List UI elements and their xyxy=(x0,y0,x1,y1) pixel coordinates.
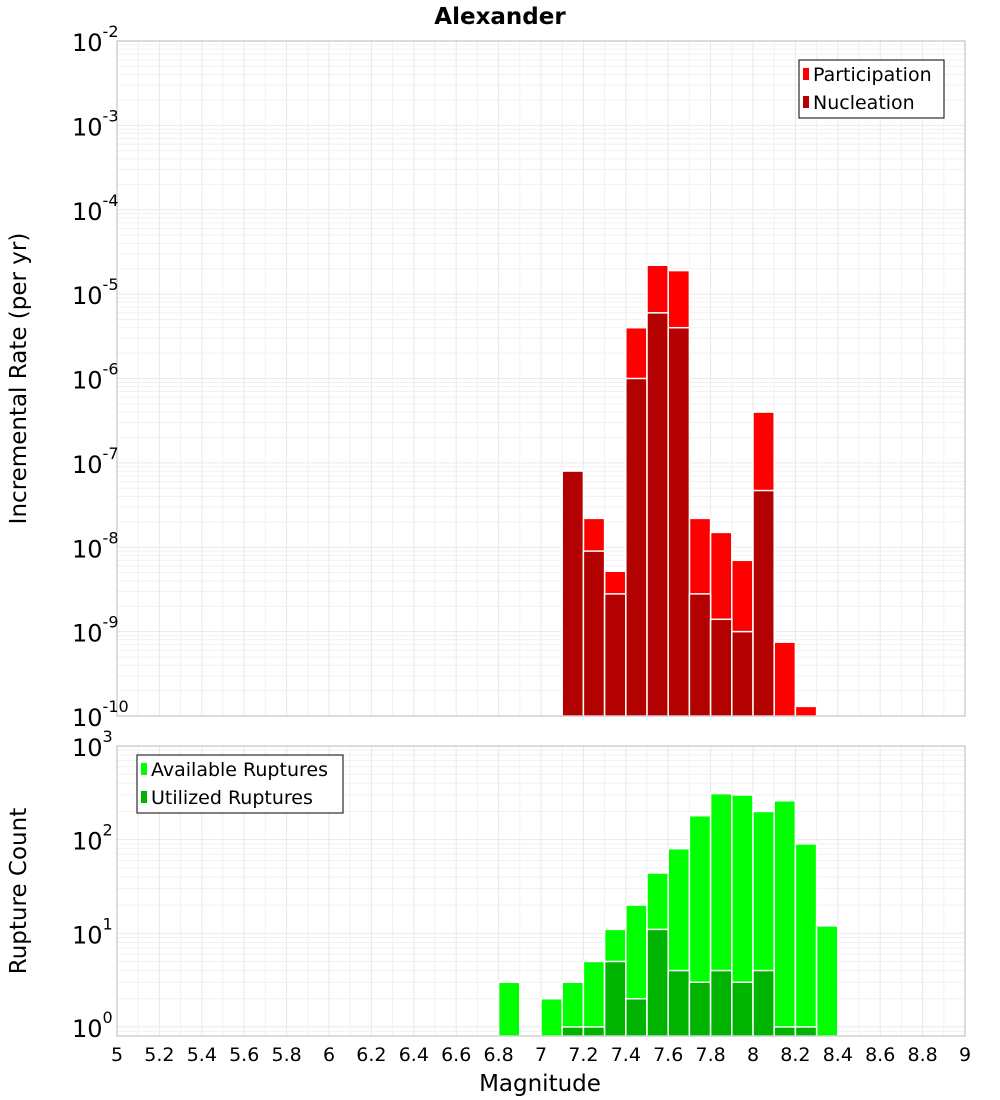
bar-utilized-ruptures xyxy=(773,1026,797,1037)
y-tick-label: 10-8 xyxy=(72,528,119,563)
bar-utilized-ruptures xyxy=(752,969,775,1037)
bar-available-ruptures xyxy=(582,960,606,1037)
x-tick-label: 6 xyxy=(323,1044,335,1066)
y-axis-title: Incremental Rate (per yr) xyxy=(6,233,32,525)
y-tick-label: 103 xyxy=(72,727,113,762)
bar-nucleation xyxy=(603,593,627,717)
y-tick-label: 10-3 xyxy=(72,106,119,141)
x-tick-label: 5.6 xyxy=(229,1044,259,1066)
legend-box xyxy=(798,59,945,119)
chart-panel-1: 10-10 10-9 10-8 10-7 10-6 10-5 10-4 10-3 10-2 Inc… xyxy=(6,4,966,732)
legend-box xyxy=(136,754,344,814)
x-tick-label: 8.4 xyxy=(823,1044,853,1066)
x-tick-label: 8.2 xyxy=(780,1044,810,1066)
x-tick-label: 5.2 xyxy=(144,1044,174,1066)
legend-swatch-available-ruptures xyxy=(141,763,147,775)
y-tick-label: 102 xyxy=(72,821,113,856)
bar-available-ruptures xyxy=(540,997,563,1037)
bar-nucleation xyxy=(646,312,669,717)
bar-utilized-ruptures xyxy=(731,981,754,1037)
bar-utilized-ruptures xyxy=(709,969,733,1037)
legend-swatch-participation xyxy=(803,68,809,80)
plot-frame xyxy=(116,40,966,717)
chart-title: Alexander xyxy=(434,4,566,30)
legend: Participation Nucleation xyxy=(798,59,945,119)
bar-utilized-ruptures xyxy=(667,969,691,1037)
y-axis-title: Rupture Count xyxy=(6,808,32,974)
y-tick-label: 101 xyxy=(72,914,113,949)
y-tick-label: 10-4 xyxy=(72,191,119,226)
y-tick-label: 10-6 xyxy=(72,360,119,395)
bar-nucleation xyxy=(709,618,733,717)
bar-available-ruptures xyxy=(497,981,521,1037)
x-tick-label: 7.8 xyxy=(695,1044,725,1066)
bar-utilized-ruptures xyxy=(794,1026,818,1037)
x-tick-label: 5.4 xyxy=(187,1044,217,1066)
x-tick-label: 8.8 xyxy=(907,1044,937,1066)
bar-utilized-ruptures xyxy=(625,997,648,1037)
x-tick-label: 6.8 xyxy=(483,1044,513,1066)
x-axis-title: Magnitude xyxy=(479,1071,601,1097)
bar-available-ruptures xyxy=(773,800,797,1037)
bar-available-ruptures xyxy=(794,843,818,1037)
legend-label-nucleation: Nucleation xyxy=(813,92,915,114)
y-tick-label: 10-10 xyxy=(72,697,129,732)
plot-frame xyxy=(116,745,966,1037)
x-tick-label: 7 xyxy=(535,1044,547,1066)
bar-nucleation xyxy=(667,326,691,717)
x-tick-label: 7.6 xyxy=(653,1044,683,1066)
bar-participation xyxy=(794,705,818,717)
bar-nucleation xyxy=(582,550,606,717)
bar-nucleation xyxy=(625,377,648,717)
x-tick-label: 8 xyxy=(747,1044,759,1066)
y-tick-label: 10-7 xyxy=(72,444,119,479)
bar-nucleation xyxy=(731,630,754,717)
x-tick-label: 6.6 xyxy=(441,1044,471,1066)
legend-swatch-nucleation xyxy=(803,96,809,108)
bar-utilized-ruptures xyxy=(688,981,712,1037)
x-tick-label: 7.4 xyxy=(611,1044,641,1066)
y-tick-label: 10-9 xyxy=(72,613,119,648)
bar-nucleation xyxy=(752,489,775,717)
bar-utilized-ruptures xyxy=(646,928,669,1037)
x-tick-label: 6.2 xyxy=(356,1044,386,1066)
bar-nucleation xyxy=(561,470,585,717)
x-tick-label: 6.4 xyxy=(399,1044,429,1066)
y-tick-label: 10-2 xyxy=(72,22,119,57)
legend-label-participation: Participation xyxy=(813,64,932,86)
legend-swatch-utilized-ruptures xyxy=(141,791,147,803)
bar-utilized-ruptures xyxy=(603,960,627,1037)
bar-utilized-ruptures xyxy=(582,1026,606,1037)
legend: Available Ruptures Utilized Ruptures xyxy=(136,754,344,814)
bar-utilized-ruptures xyxy=(561,1026,585,1037)
bar-nucleation xyxy=(688,593,712,717)
x-tick-label: 8.6 xyxy=(865,1044,895,1066)
y-tick-label: 100 xyxy=(72,1008,113,1043)
legend-label-utilized-ruptures: Utilized Ruptures xyxy=(151,787,313,809)
x-tick-label: 5.8 xyxy=(271,1044,301,1066)
x-tick-label: 5 xyxy=(111,1044,123,1066)
legend-label-available-ruptures: Available Ruptures xyxy=(151,759,328,781)
y-tick-label: 10-5 xyxy=(72,275,119,310)
bar-available-ruptures xyxy=(815,925,839,1037)
x-tick-label: 7.2 xyxy=(568,1044,598,1066)
x-tick-label: 9 xyxy=(959,1044,971,1066)
bar-participation xyxy=(773,641,797,717)
